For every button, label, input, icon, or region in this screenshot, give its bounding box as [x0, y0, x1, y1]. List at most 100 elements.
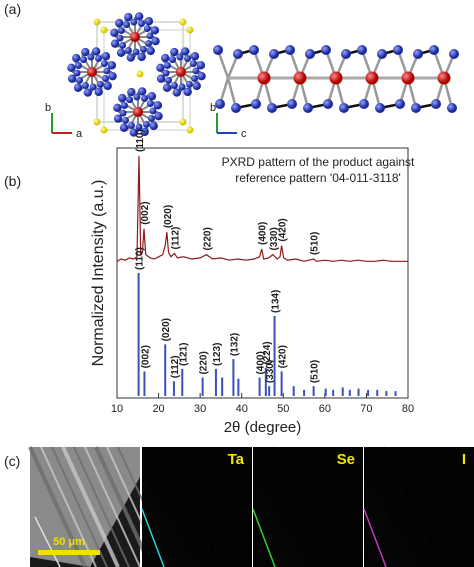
se-atom — [100, 26, 108, 34]
se-atom — [179, 118, 187, 126]
i-atom — [103, 81, 112, 91]
fiber — [73, 446, 130, 567]
i-atom — [108, 71, 117, 81]
i-atom — [113, 103, 122, 113]
peak-label: (132) — [229, 333, 240, 356]
i-atom — [170, 47, 179, 57]
panel-label: (c) — [4, 453, 20, 469]
i-atom — [130, 18, 138, 26]
scale-bar-label: 50 μm — [53, 536, 85, 548]
se-atom — [136, 70, 144, 78]
i-atom — [176, 53, 184, 61]
peak-label: (002) — [140, 345, 151, 368]
i-atom — [321, 45, 331, 55]
dark-streak — [383, 446, 445, 567]
axis-letter: b — [210, 102, 216, 114]
i-atom — [74, 61, 82, 69]
fiber-bundle — [30, 447, 140, 567]
fiber — [84, 446, 141, 567]
i-atom — [134, 12, 144, 21]
i-atom — [269, 49, 279, 59]
ta-atom — [133, 107, 143, 117]
i-atom — [73, 83, 83, 92]
i-atom — [377, 49, 387, 59]
se-atom — [186, 26, 194, 34]
peak-label: (110) — [135, 247, 146, 270]
i-atom — [120, 101, 128, 109]
i-atom — [156, 74, 166, 83]
x-tick-label: 20 — [152, 403, 164, 415]
element-label: Se — [337, 451, 355, 468]
crystal-structure: b a b c — [45, 12, 459, 140]
i-atom — [357, 45, 367, 55]
i-atom — [67, 63, 76, 73]
i-atom — [189, 60, 197, 68]
i-atom — [143, 25, 151, 33]
peak-label: (220) — [202, 227, 213, 250]
ta-atom — [401, 71, 415, 85]
i-atom — [165, 76, 173, 84]
i-atom — [119, 41, 127, 49]
i-atom — [393, 45, 403, 55]
i-atom — [142, 120, 150, 128]
ta-atom — [329, 71, 343, 85]
x-tick-label: 30 — [194, 403, 206, 415]
i-atom — [150, 26, 160, 35]
se-atom — [179, 18, 187, 26]
se-atom — [93, 118, 101, 126]
i-atom — [180, 47, 190, 56]
i-atom — [172, 88, 182, 97]
i-atom — [101, 52, 111, 61]
i-atom — [141, 94, 149, 102]
i-atom — [359, 99, 369, 109]
i-atom — [91, 47, 101, 56]
i-atom — [132, 48, 140, 56]
peak-label: (400) — [256, 351, 267, 374]
i-atom — [135, 123, 143, 131]
i-atom — [169, 56, 177, 64]
peak-label: (020) — [161, 318, 172, 341]
i-atom — [287, 99, 297, 109]
i-atom — [124, 12, 133, 22]
i-atom — [178, 83, 186, 91]
i-atom — [81, 82, 89, 90]
ta-atom — [437, 71, 451, 85]
i-atom — [110, 28, 119, 38]
panel-label: (a) — [4, 1, 21, 17]
i-atom — [395, 99, 405, 109]
i-atom — [429, 45, 439, 55]
fiber — [61, 446, 120, 567]
i-atom — [146, 32, 154, 40]
i-atom — [170, 82, 178, 90]
element-band — [253, 447, 363, 567]
se-atom — [100, 126, 108, 134]
panel-label: (b) — [4, 173, 21, 189]
i-atom — [126, 96, 134, 104]
i-atom — [76, 76, 84, 84]
i-atom — [285, 45, 295, 55]
annotation: PXRD pattern of the product against — [222, 155, 415, 169]
i-atom — [303, 103, 313, 113]
peak-label: (330) — [269, 227, 280, 250]
i-atom — [95, 54, 103, 62]
i-atom — [162, 83, 172, 92]
fiber — [34, 516, 61, 567]
element-label: I — [462, 451, 466, 468]
y-axis-title: Normalized Intensity (a.u.) — [90, 180, 107, 367]
i-atom — [183, 87, 192, 97]
i-atom — [411, 103, 421, 113]
axis-letter: b — [45, 102, 51, 114]
element-band — [364, 447, 474, 567]
x-tick-label: 80 — [402, 403, 414, 415]
i-atom — [137, 87, 147, 96]
element-label: Ta — [228, 451, 245, 468]
i-atom — [184, 54, 192, 62]
i-atom — [119, 109, 127, 117]
i-atom — [103, 67, 111, 75]
axis-letter: a — [76, 128, 83, 140]
i-atom — [119, 123, 129, 132]
i-atom — [126, 53, 136, 62]
fiber — [94, 446, 153, 567]
i-atom — [251, 99, 261, 109]
